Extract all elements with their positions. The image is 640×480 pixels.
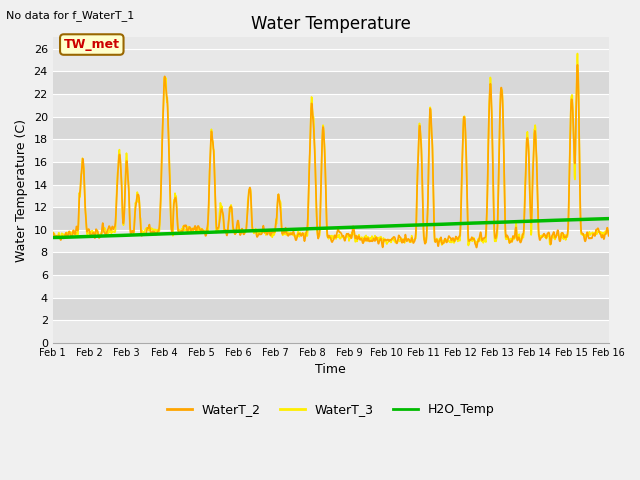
Bar (52, 298, 609, 320)
Legend: WaterT_2, WaterT_3, H2O_Temp: WaterT_2, WaterT_3, H2O_Temp (162, 398, 499, 421)
Bar (52, 72, 609, 94)
Text: TW_met: TW_met (64, 38, 120, 51)
X-axis label: Time: Time (316, 363, 346, 376)
Bar (52, 162, 609, 184)
Y-axis label: Water Temperature (C): Water Temperature (C) (15, 119, 28, 262)
Bar (52, 252, 609, 275)
Text: No data for f_WaterT_1: No data for f_WaterT_1 (6, 10, 134, 21)
Bar (52, 117, 609, 139)
Title: Water Temperature: Water Temperature (251, 15, 411, 33)
Bar (52, 207, 609, 230)
